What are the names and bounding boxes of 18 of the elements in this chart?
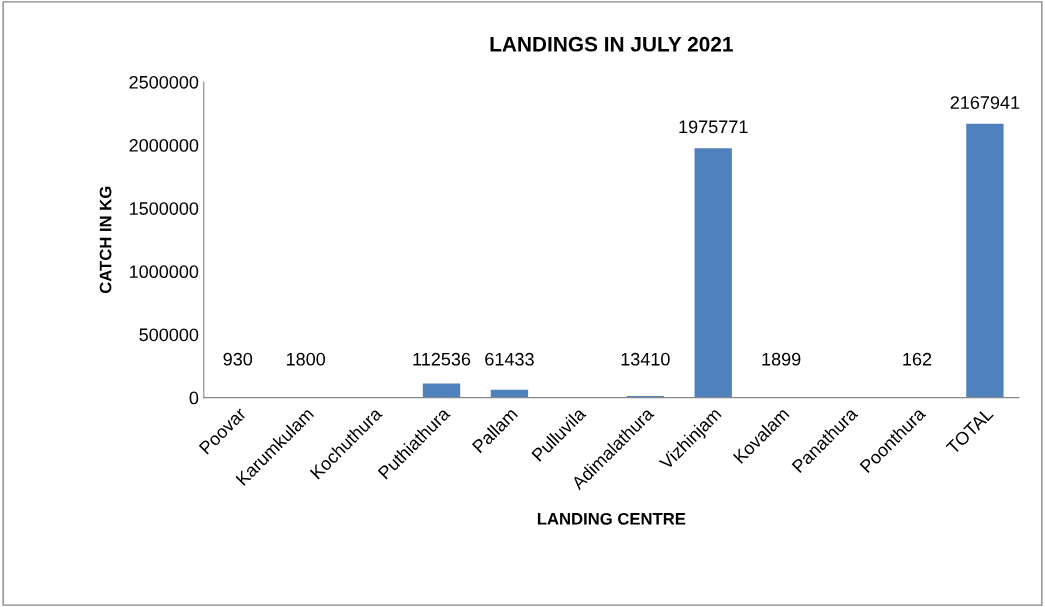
- data-label: 61433: [485, 352, 534, 366]
- data-label: 13410: [621, 352, 670, 366]
- data-label: 930: [223, 352, 253, 366]
- chart-title: LANDINGS IN JULY 2021: [490, 36, 733, 52]
- y-tick-label: 500000: [139, 328, 199, 342]
- data-label: 112536: [413, 352, 471, 366]
- y-tick-label: 0: [189, 391, 199, 405]
- y-axis-title: CATCH IN KG: [99, 186, 112, 294]
- data-label: 1899: [762, 352, 801, 366]
- y-tick-label: 1000000: [130, 265, 199, 279]
- y-tick-label: 1500000: [130, 202, 199, 215]
- y-tick-label: 2000000: [129, 139, 199, 152]
- data-label: 1800: [286, 352, 326, 366]
- data-label: 1975771: [679, 120, 748, 134]
- x-axis-title: LANDING CENTRE: [537, 512, 686, 525]
- data-label: 2167941: [950, 96, 1020, 109]
- data-label: 162: [903, 352, 932, 366]
- y-tick-label: 2500000: [129, 75, 199, 89]
